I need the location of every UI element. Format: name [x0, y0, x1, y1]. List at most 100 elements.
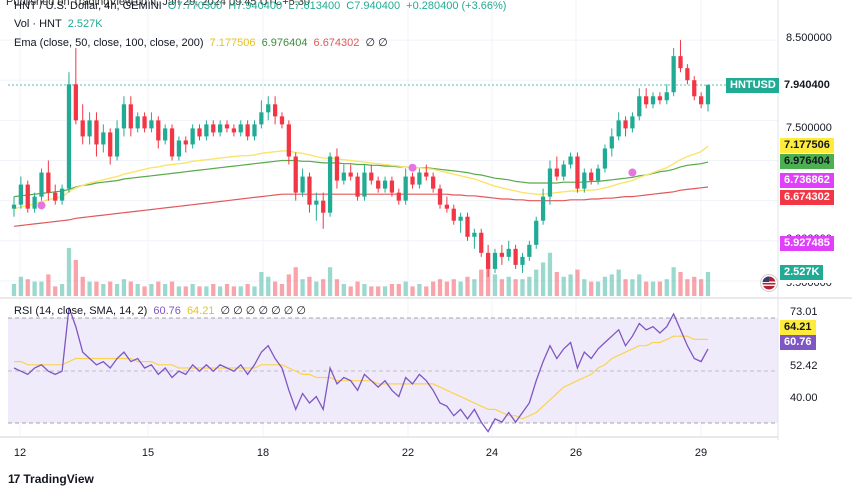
candles — [11, 40, 711, 277]
candle-body — [602, 148, 608, 169]
flag-icon — [760, 274, 778, 292]
ema100-value: 6.976404 — [261, 37, 308, 49]
candle — [46, 160, 51, 201]
candle — [149, 112, 154, 133]
candle — [458, 212, 463, 233]
candle-body — [259, 112, 264, 125]
candle-body — [293, 156, 298, 193]
volume-bar — [101, 284, 106, 296]
volume-bar — [252, 286, 257, 296]
volume-bar — [259, 272, 264, 296]
candle-body — [582, 172, 587, 189]
candle-body — [637, 96, 642, 117]
candle-body — [39, 172, 44, 197]
volume-bar — [190, 284, 195, 296]
candle — [231, 124, 237, 137]
candle-body — [527, 244, 532, 257]
candle-body — [403, 176, 408, 201]
candle-body — [307, 176, 312, 205]
candle-body — [657, 96, 663, 101]
candle — [142, 112, 147, 133]
candle-body — [348, 172, 353, 177]
marker-price-label: 6.736862 — [780, 173, 834, 188]
volume-bar — [678, 272, 683, 296]
rsi-legend: RSI (14, close, SMA, 14, 2) 60.76 64.21 … — [14, 304, 309, 317]
candle — [362, 164, 367, 201]
volume-bar — [334, 279, 340, 296]
candle — [527, 240, 532, 261]
rsi-label-box: 60.76 — [780, 335, 816, 350]
tradingview-logo[interactable]: 17 TradingView — [8, 472, 94, 486]
candle — [197, 124, 202, 141]
volume-bar — [382, 286, 388, 296]
candle — [431, 172, 436, 193]
candle-body — [671, 56, 676, 93]
candle — [664, 84, 669, 105]
candle-body — [492, 252, 498, 269]
ema-legend: Ema (close, 50, close, 100, close, 200) … — [14, 36, 391, 49]
candle-body — [18, 184, 24, 205]
volume-bar — [520, 279, 525, 296]
candle — [698, 92, 704, 109]
candle — [644, 88, 649, 109]
volume-bar — [595, 281, 601, 296]
ema50-value: 7.177506 — [209, 37, 256, 49]
candle — [204, 120, 209, 141]
volume-bar — [362, 284, 367, 296]
candle — [650, 92, 656, 109]
volume-bar — [197, 286, 202, 296]
rsi-tick: 52.42 — [790, 360, 818, 372]
volume-bar — [630, 279, 635, 296]
volume-bar — [534, 269, 539, 296]
volume-bar — [59, 284, 65, 296]
ema-cross-marker — [408, 163, 417, 172]
volume-bar — [321, 279, 326, 296]
candle-body — [114, 128, 120, 157]
volume-bar — [376, 286, 381, 296]
candle — [520, 252, 525, 273]
volume-bar — [650, 281, 656, 296]
legend-low: L7.613400 — [288, 0, 341, 12]
legend-open: O7.770300 — [167, 0, 223, 12]
candle — [369, 164, 374, 185]
ema200-label: 6.674302 — [780, 190, 834, 205]
volume-bar — [506, 276, 511, 296]
candle — [595, 164, 601, 185]
candle — [389, 176, 395, 197]
candle — [259, 100, 264, 129]
candle-body — [94, 120, 99, 145]
candle — [286, 120, 291, 165]
candle-body — [321, 200, 326, 213]
candle-body — [547, 168, 553, 197]
candle-body — [410, 176, 415, 185]
volume-bar — [18, 276, 24, 296]
volume-bar — [266, 276, 271, 296]
volume-label: 2.527K — [780, 265, 824, 280]
volume-bar — [568, 274, 573, 296]
candle-body — [59, 188, 65, 201]
candle-body — [499, 252, 504, 257]
candle — [334, 148, 340, 189]
candle-body — [46, 172, 51, 193]
candle-body — [389, 180, 395, 193]
volume-bar — [417, 284, 422, 296]
candle-body — [87, 120, 92, 137]
candle-body — [238, 124, 243, 133]
price-legend: HNT / U.S. Dollar, 4h, GEMINI O7.770300 … — [14, 0, 509, 12]
candle — [128, 96, 133, 137]
volume-bar — [431, 281, 436, 296]
published-caption: Published on TradingView.com, Jan 29, 20… — [6, 0, 311, 8]
candle-body — [561, 164, 566, 177]
candle-body — [355, 176, 360, 197]
candle-body — [705, 85, 711, 105]
candle — [403, 168, 408, 205]
volume-legend: Vol · HNT 2.527K — [14, 18, 106, 30]
volume-bar — [11, 284, 17, 296]
candle-body — [204, 124, 209, 137]
candle-body — [101, 132, 106, 145]
candle — [224, 120, 230, 133]
volume-bar — [410, 286, 415, 296]
volume-bar — [589, 281, 594, 296]
candle-body — [149, 120, 154, 129]
